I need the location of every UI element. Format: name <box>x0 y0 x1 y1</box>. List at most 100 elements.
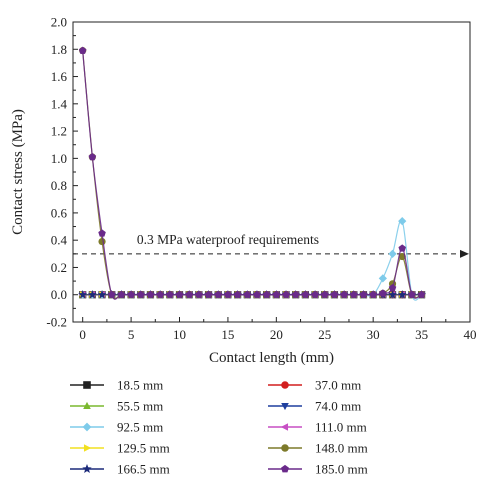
data-point <box>397 290 407 299</box>
series-148-0-mm <box>79 47 426 300</box>
data-point <box>156 290 164 298</box>
data-point <box>369 290 377 298</box>
legend-marker <box>281 402 289 411</box>
legend-marker <box>82 464 92 473</box>
legend-marker <box>83 381 91 389</box>
plot-frame <box>72 21 471 323</box>
x-tick-label: 0 <box>79 327 86 342</box>
data-point <box>146 290 155 298</box>
legend-item: 111.0 mm <box>268 420 367 435</box>
data-point <box>340 290 348 298</box>
data-point <box>301 290 310 298</box>
data-point <box>398 244 406 252</box>
data-point <box>320 290 329 298</box>
legend-item: 166.5 mm <box>70 462 170 477</box>
data-point <box>87 290 97 299</box>
data-point <box>175 290 184 298</box>
data-point <box>185 290 193 298</box>
x-axis-title: Contact length (mm) <box>209 350 334 366</box>
legend-item: 18.5 mm <box>70 378 163 393</box>
data-point <box>253 290 261 298</box>
waterproof-requirement-label: 0.3 MPa waterproof requirements <box>137 232 319 247</box>
x-tick-label: 10 <box>173 327 186 342</box>
legend-label: 185.0 mm <box>315 462 368 477</box>
x-tick-label: 15 <box>221 327 234 342</box>
y-tick-label: 1.0 <box>51 151 67 166</box>
data-point <box>262 290 271 298</box>
data-point <box>233 290 242 298</box>
series-layer <box>78 46 427 301</box>
data-point <box>78 290 88 299</box>
x-tick-label: 5 <box>128 327 135 342</box>
axis-ticks <box>73 21 471 323</box>
data-point <box>272 290 281 298</box>
reference-arrowhead <box>460 249 469 258</box>
data-point <box>97 290 107 299</box>
legend-marker <box>83 401 91 410</box>
legend-label: 166.5 mm <box>117 462 170 477</box>
legend-item: 129.5 mm <box>70 441 170 456</box>
data-point <box>224 290 232 298</box>
data-point <box>243 290 252 298</box>
x-tick-label: 40 <box>464 327 477 342</box>
legend-marker <box>281 464 289 473</box>
legend-marker <box>281 444 289 452</box>
data-point <box>378 274 387 283</box>
data-point <box>117 290 126 298</box>
legend-marker <box>280 423 289 431</box>
legend-item: 37.0 mm <box>268 378 361 393</box>
y-tick-label: 0.0 <box>51 287 67 302</box>
data-point <box>388 283 397 292</box>
y-tick-label: 0.4 <box>51 233 68 248</box>
series-185-0-mm <box>78 46 426 300</box>
data-point <box>214 290 223 298</box>
y-axis-title: Contact stress (MPa) <box>10 109 26 235</box>
data-point <box>282 290 290 298</box>
series-92-5-mm <box>78 216 426 301</box>
data-point <box>388 249 397 258</box>
data-point <box>78 46 87 54</box>
data-point <box>350 290 358 298</box>
legend-label: 129.5 mm <box>117 441 170 456</box>
data-point <box>408 290 416 298</box>
legend-item: 92.5 mm <box>70 420 163 435</box>
y-tick-label: 2.0 <box>51 15 67 30</box>
data-point <box>291 290 300 298</box>
data-point <box>137 290 145 298</box>
data-point <box>88 153 97 161</box>
legend-item: 74.0 mm <box>268 399 361 414</box>
data-point <box>330 290 339 298</box>
data-point <box>98 229 106 237</box>
legend-item: 55.5 mm <box>70 399 163 414</box>
data-point <box>195 290 203 298</box>
series-line <box>82 50 422 300</box>
data-point <box>398 216 407 226</box>
data-point <box>359 290 368 298</box>
data-point <box>417 290 426 298</box>
data-point <box>107 290 116 298</box>
legend-label: 92.5 mm <box>117 420 163 435</box>
y-tick-label: 1.4 <box>51 96 68 111</box>
tick-labels: 0 5 10 15 20 25 30 35 40 -0.2 0.0 0.2 0.4 0.6 0.8 1.0 1.… <box>46 15 476 343</box>
data-point <box>204 290 213 298</box>
y-tick-label: 1.6 <box>51 69 68 84</box>
plot-border <box>72 21 471 323</box>
y-tick-label: 0.8 <box>51 178 67 193</box>
data-point <box>379 289 387 297</box>
y-tick-label: 0.6 <box>51 205 68 220</box>
legend-label: 37.0 mm <box>315 378 361 393</box>
legend-item: 185.0 mm <box>268 462 368 477</box>
legend-marker <box>83 444 92 452</box>
data-point <box>98 237 106 246</box>
legend-label: 55.5 mm <box>117 399 163 414</box>
data-point <box>127 290 135 298</box>
series-line <box>82 50 422 300</box>
legend-marker <box>281 381 289 389</box>
x-tick-label: 20 <box>270 327 283 342</box>
legend-marker <box>82 422 92 432</box>
waterproof-requirement-line <box>73 249 469 258</box>
y-tick-label: -0.2 <box>46 315 67 330</box>
legend-label: 74.0 mm <box>315 399 361 414</box>
x-tick-label: 35 <box>415 327 428 342</box>
